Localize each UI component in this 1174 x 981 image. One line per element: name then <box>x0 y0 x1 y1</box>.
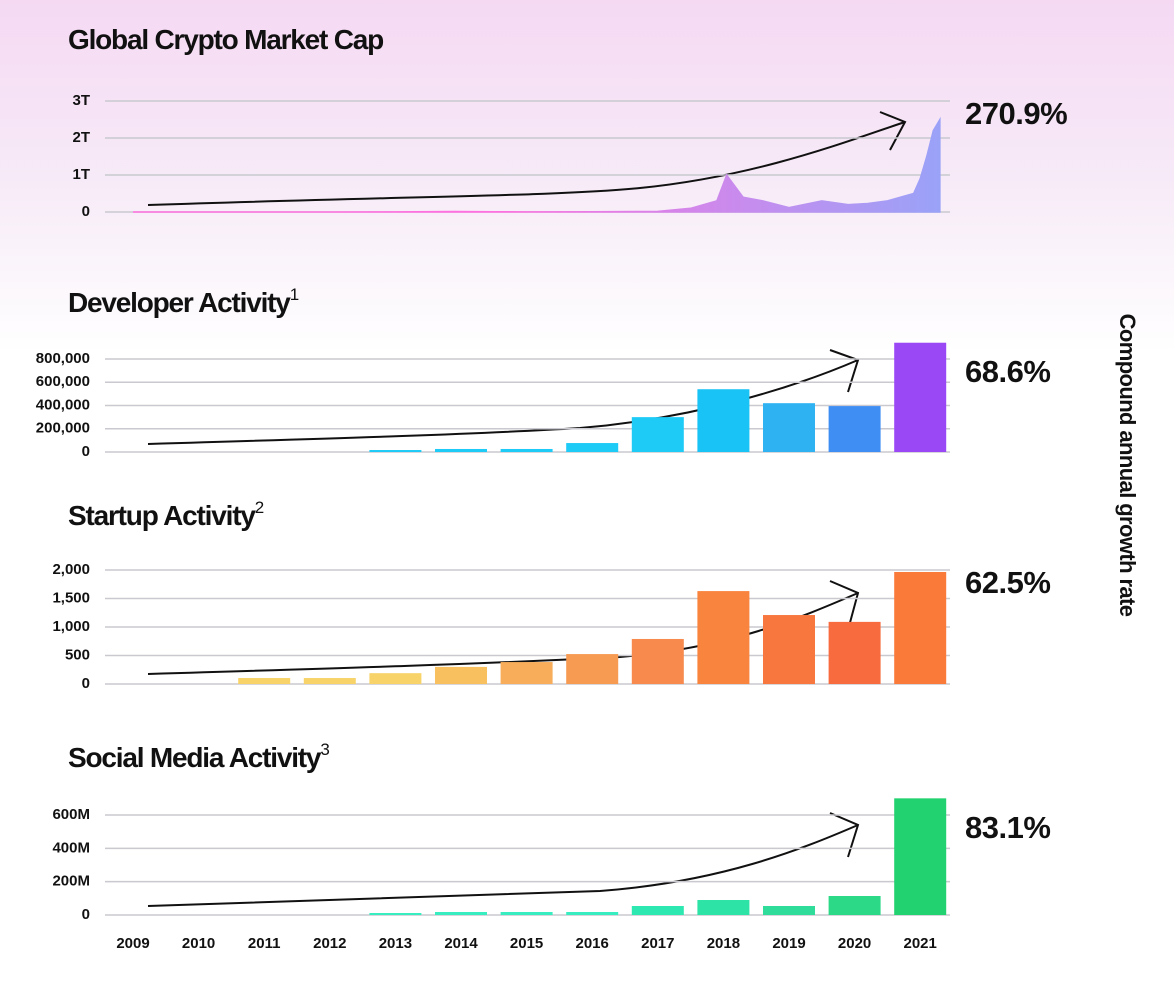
growth-rate: 83.1% <box>965 810 1050 845</box>
x-tick-label: 2017 <box>641 935 674 952</box>
x-tick-label: 2015 <box>510 935 543 952</box>
side-label: Compound annual growth rate <box>1115 314 1140 617</box>
x-tick-label: 2009 <box>116 935 149 952</box>
bar <box>369 450 422 452</box>
bar <box>500 912 553 915</box>
bar <box>566 443 619 452</box>
chart-title-text: Developer Activity <box>68 287 291 318</box>
x-tick-label: 2010 <box>182 935 215 952</box>
y-tick-label: 600,000 <box>36 373 90 390</box>
x-tick-label: 2020 <box>838 935 871 952</box>
y-tick-label: 1,000 <box>52 618 90 635</box>
y-tick-label: 200M <box>52 873 90 890</box>
market-cap-area <box>133 116 941 213</box>
y-tick-label: 0 <box>82 443 90 460</box>
growth-rate: 68.6% <box>965 354 1050 389</box>
title-footnote: 3 <box>320 740 329 759</box>
trend-arrow <box>147 349 860 445</box>
x-tick-label: 2018 <box>707 935 740 952</box>
title-footnote: 1 <box>290 285 299 304</box>
x-tick-label: 2014 <box>444 935 478 952</box>
y-tick-label: 1T <box>72 166 90 183</box>
bar <box>435 448 487 452</box>
bar <box>697 389 750 452</box>
y-tick-label: 400,000 <box>36 396 90 413</box>
bar <box>303 678 356 684</box>
x-tick-label: 2011 <box>248 935 281 952</box>
chart-title-text: Global Crypto Market Cap <box>68 24 383 55</box>
y-tick-label: 500 <box>65 646 90 663</box>
bar <box>238 678 291 684</box>
y-tick-label: 200,000 <box>36 420 90 437</box>
growth-rate: 270.9% <box>965 96 1067 131</box>
bar <box>828 896 881 915</box>
bar <box>566 912 619 915</box>
bar <box>566 654 619 684</box>
x-tick-label: 2012 <box>313 935 346 952</box>
bar <box>435 912 487 915</box>
chart-title-text: Social Media Activity <box>68 742 322 773</box>
bar <box>631 906 684 915</box>
title-footnote: 2 <box>255 498 264 517</box>
y-tick-label: 2,000 <box>52 561 90 578</box>
bar <box>369 673 422 684</box>
chart-title-text: Startup Activity <box>68 500 256 531</box>
x-tick-label: 2019 <box>772 935 805 952</box>
y-tick-label: 0 <box>82 906 90 923</box>
x-tick-label: 2016 <box>576 935 609 952</box>
bar <box>763 403 815 452</box>
bar <box>894 342 947 452</box>
bar <box>631 638 684 684</box>
y-tick-label: 3T <box>72 92 90 109</box>
x-tick-label: 2021 <box>904 935 937 952</box>
y-tick-label: 2T <box>72 129 90 146</box>
y-tick-label: 600M <box>52 806 90 823</box>
bar <box>894 798 947 915</box>
bar <box>763 906 815 915</box>
bar <box>369 913 422 915</box>
bar <box>828 406 881 452</box>
y-tick-label: 400M <box>52 839 90 856</box>
bar <box>697 591 750 684</box>
chart-title: Startup Activity2 <box>68 498 264 531</box>
bar <box>763 615 815 684</box>
bar <box>500 662 553 684</box>
x-tick-label: 2013 <box>379 935 412 952</box>
y-tick-label: 1,500 <box>52 589 90 606</box>
bar <box>500 448 553 452</box>
growth-rate: 62.5% <box>965 565 1050 600</box>
bar <box>894 571 947 684</box>
y-tick-label: 800,000 <box>36 350 90 367</box>
chart-title: Social Media Activity3 <box>68 740 329 773</box>
chart-title: Developer Activity1 <box>68 285 299 318</box>
y-tick-label: 0 <box>82 203 90 220</box>
bar <box>631 417 684 452</box>
bar <box>435 666 487 684</box>
trend-arrow <box>147 111 907 206</box>
bar <box>828 621 881 684</box>
y-tick-label: 0 <box>82 675 90 692</box>
chart-title: Global Crypto Market Cap <box>68 24 383 55</box>
bar <box>697 900 750 915</box>
trend-arrow <box>147 812 860 907</box>
